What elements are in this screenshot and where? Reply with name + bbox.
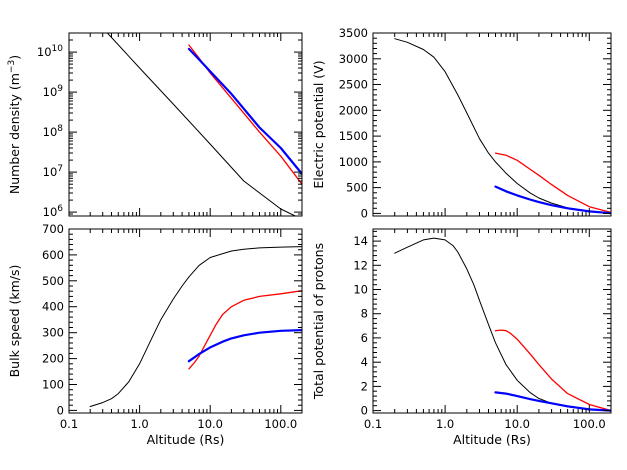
electric-potential-y-tick-label: 2500 bbox=[339, 78, 368, 92]
total-potential-series-blue-line bbox=[494, 391, 611, 412]
bulk-speed-y-tick-label: 100 bbox=[42, 378, 64, 392]
total-potential-y-tick-label: 2 bbox=[361, 379, 368, 393]
bulk-speed-y-axis-title: Bulk speed (km/s) bbox=[7, 265, 22, 378]
bulk-speed-series-blue-line bbox=[187, 329, 302, 363]
bulk-speed-x-tick-label: 10.0 bbox=[197, 417, 223, 431]
bulk-speed-y-tick-label: 400 bbox=[42, 300, 64, 314]
number-density-y-tick-label: 106 bbox=[43, 204, 64, 219]
total-potential-series-black-line bbox=[394, 237, 611, 412]
total-potential-y-tick-label: 12 bbox=[353, 258, 368, 272]
electric-potential-plot-frame bbox=[372, 32, 612, 217]
panel-number-density: 106 107 108 109 1010 Number density (m−3) bbox=[7, 32, 303, 219]
electric-potential-y-tick-label: 500 bbox=[346, 181, 368, 195]
total-potential-y-tick-label: 14 bbox=[353, 234, 368, 248]
number-density-plot-frame bbox=[68, 32, 303, 217]
bulk-speed-plot-frame bbox=[68, 228, 303, 414]
number-density-y-axis-title: Number density (m−3) bbox=[7, 55, 22, 194]
total-potential-plot-frame bbox=[372, 228, 612, 414]
bulk-speed-y-tick-label: 300 bbox=[42, 326, 64, 340]
number-density-y-tick-label: 108 bbox=[43, 124, 64, 139]
panel-electric-potential: 0 500 1000 1500 2000 2500 3000 3500 Electric pot… bbox=[311, 26, 612, 220]
bulk-speed-x-axis-title: Altitude (Rs) bbox=[147, 432, 225, 447]
electric-potential-y-tick-label: 1000 bbox=[339, 155, 368, 169]
total-potential-y-tick-label: 10 bbox=[353, 283, 368, 297]
bulk-speed-y-tick-label: 600 bbox=[42, 248, 64, 262]
bulk-speed-y-tick-label: 200 bbox=[42, 352, 64, 366]
electric-potential-y-tick-label: 1500 bbox=[339, 129, 368, 143]
electric-potential-series-red-line bbox=[494, 152, 611, 214]
total-potential-x-tick-label: 0.1 bbox=[364, 417, 382, 431]
total-potential-x-tick-label: 100.0 bbox=[573, 417, 606, 431]
total-potential-y-tick-label: 0 bbox=[361, 404, 368, 418]
bulk-speed-x-tick-label: 0.1 bbox=[60, 417, 78, 431]
total-potential-x-tick-label: 10.0 bbox=[504, 417, 530, 431]
total-potential-y-tick-label: 8 bbox=[361, 307, 368, 321]
electric-potential-series-blue-line bbox=[494, 185, 611, 215]
bulk-speed-x-tick-label: 1.0 bbox=[130, 417, 148, 431]
bulk-speed-y-tick-label: 700 bbox=[42, 222, 64, 236]
total-potential-y-axis-title: Total potential of protons bbox=[311, 243, 326, 400]
bulk-speed-y-tick-label: 500 bbox=[42, 274, 64, 288]
number-density-y-tick-label: 107 bbox=[43, 164, 63, 179]
total-potential-y-tick-label: 6 bbox=[361, 331, 368, 345]
total-potential-series-red-line bbox=[494, 329, 611, 412]
total-potential-y-tick-label: 4 bbox=[361, 355, 368, 369]
total-potential-x-axis-title: Altitude (Rs) bbox=[453, 432, 531, 447]
electric-potential-y-tick-label: 0 bbox=[361, 206, 368, 220]
electric-potential-y-axis-title: Electric potential (V) bbox=[311, 60, 326, 188]
bulk-speed-y-tick-label: 0 bbox=[57, 403, 64, 417]
bulk-speed-series-black-line bbox=[89, 246, 302, 407]
electric-potential-y-tick-label: 3500 bbox=[339, 26, 368, 40]
number-density-y-tick-label: 109 bbox=[43, 84, 64, 99]
electric-potential-series-black-line bbox=[394, 38, 611, 214]
panel-total-potential: 0 2 4 6 8 10 12 14 0.1 1.0 10.0 100.0 Altitude (Rs) T… bbox=[311, 228, 612, 447]
electric-potential-y-tick-label: 2000 bbox=[339, 103, 368, 117]
bulk-speed-series-red-line bbox=[188, 290, 302, 370]
bulk-speed-x-tick-label: 100.0 bbox=[264, 417, 297, 431]
number-density-y-tick-label: 1010 bbox=[37, 44, 63, 59]
electric-potential-y-tick-label: 3000 bbox=[339, 52, 368, 66]
total-potential-x-tick-label: 1.0 bbox=[436, 417, 454, 431]
number-density-series-blue-line bbox=[187, 47, 302, 175]
panel-bulk-speed: 0 100 200 300 400 500 600 700 0.1 1.0 10.0 100.0 Alt… bbox=[7, 222, 303, 447]
